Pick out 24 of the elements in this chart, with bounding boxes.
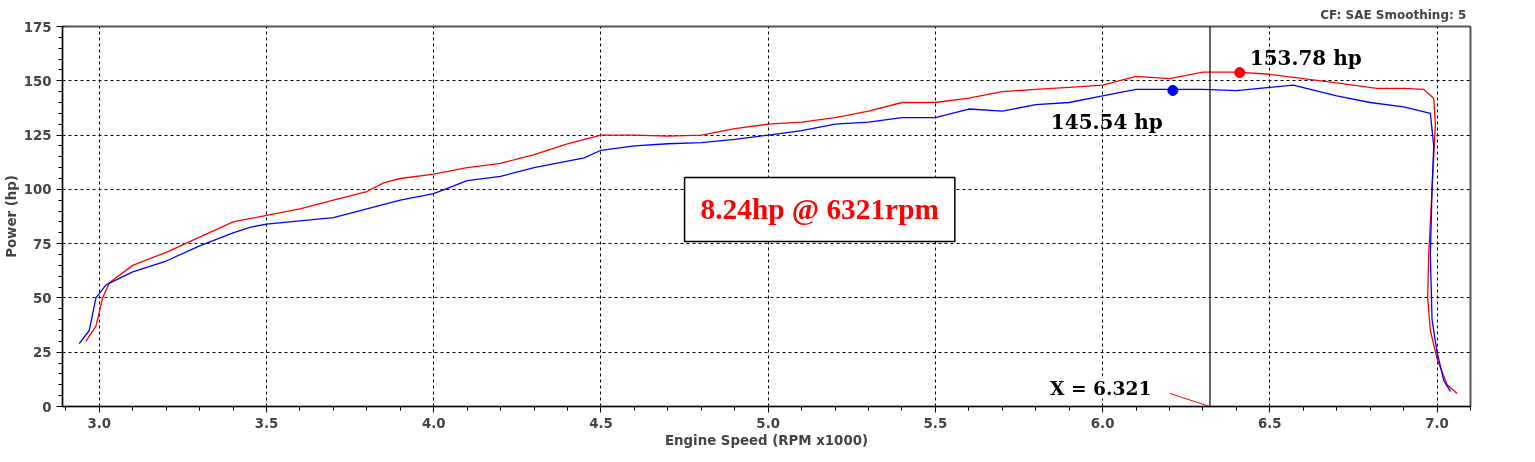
x-tick-label: 6.0	[1090, 415, 1115, 431]
y-tick-label: 100	[23, 182, 52, 198]
annotation: 145.54 hp	[1050, 110, 1163, 135]
x-tick-label: 3.0	[87, 415, 112, 431]
y-axis-title: Power (hp)	[3, 175, 19, 258]
x-tick-label: 7.0	[1425, 415, 1449, 431]
y-tick-label: 150	[23, 73, 52, 89]
x-tick-label: 3.5	[254, 415, 279, 431]
x-tick-label: 6.5	[1258, 415, 1282, 431]
y-tick-label: 75	[32, 236, 52, 252]
y-tick-label: 125	[23, 128, 52, 144]
x-tick-label: 4.0	[421, 415, 446, 431]
x-tick-label: 5.0	[756, 415, 780, 431]
y-tick-label: 175	[23, 19, 52, 35]
x-tick-label: 4.5	[589, 415, 613, 431]
chart-subtitle: CF: SAE Smoothing: 5	[1320, 7, 1467, 22]
y-tick-label: 50	[32, 290, 52, 306]
annotation: 8.24hp @ 6321rpm	[700, 193, 939, 226]
x-axis-title: Engine Speed (RPM x1000)	[664, 432, 869, 448]
y-tick-label: 25	[32, 345, 52, 361]
y-tick-label: 0	[42, 399, 52, 415]
ref-line-label: X = 6.321	[1049, 376, 1152, 399]
annotation: 153.78 hp	[1249, 45, 1362, 70]
x-tick-label: 5.5	[923, 415, 948, 431]
